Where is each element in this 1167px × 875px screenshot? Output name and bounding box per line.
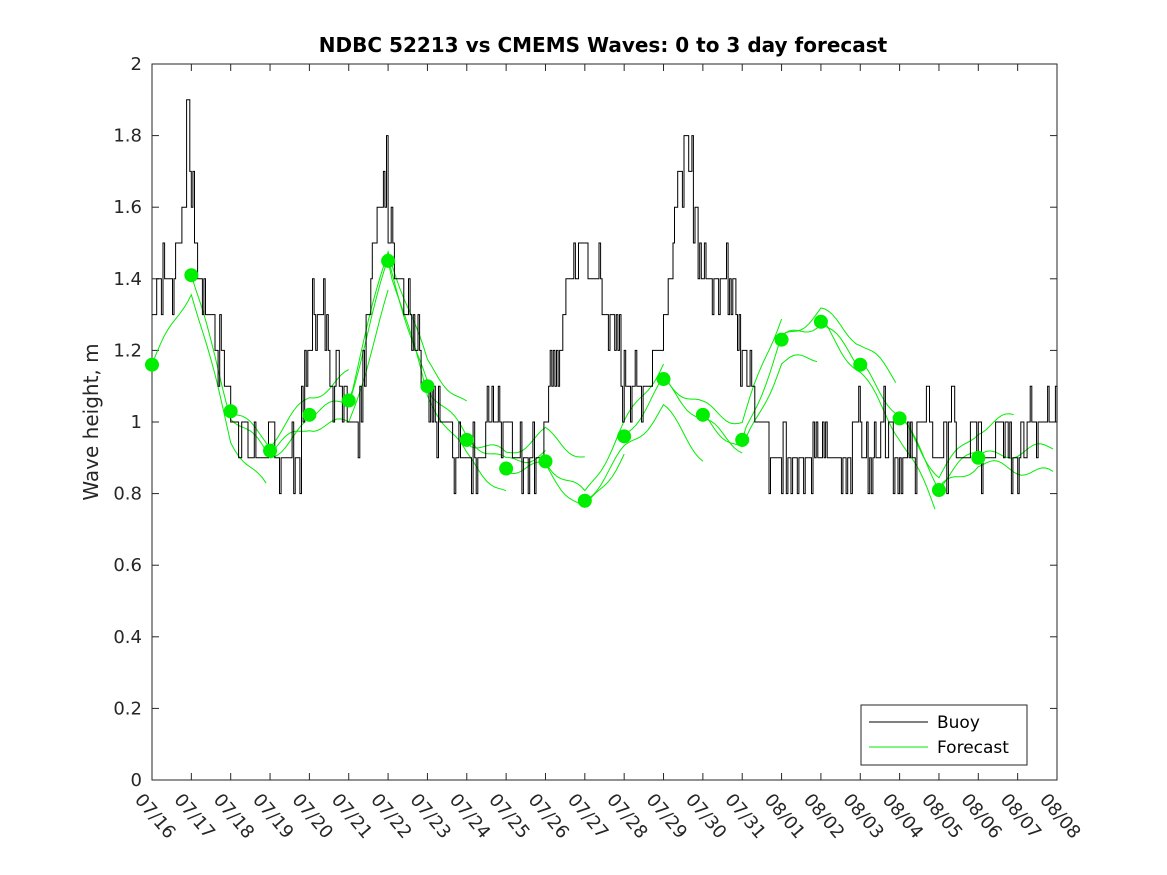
x-tick-label: 07/19 — [248, 790, 297, 843]
y-tick-label: 0.4 — [113, 627, 142, 648]
forecast-start-marker — [341, 393, 356, 408]
y-tick-label: 1 — [131, 412, 142, 433]
x-tick-label: 08/01 — [760, 790, 809, 843]
forecast-line — [623, 375, 743, 454]
forecast-markers — [145, 253, 986, 508]
forecast-start-marker — [381, 253, 396, 268]
forecast-line — [977, 443, 1054, 459]
forecast-start-marker — [184, 268, 199, 283]
forecast-start-marker — [931, 483, 946, 498]
x-tick-label: 08/07 — [996, 790, 1045, 843]
x-tick-label: 07/17 — [170, 790, 219, 843]
forecast-start-marker — [499, 461, 514, 476]
x-tick-label: 07/26 — [524, 790, 573, 843]
y-tick-label: 1.6 — [113, 197, 142, 218]
forecast-line — [151, 293, 267, 484]
forecast-start-marker — [302, 407, 317, 422]
forecast-start-marker — [617, 429, 632, 444]
forecast-start-marker — [577, 493, 592, 508]
y-tick-label: 0 — [131, 770, 142, 791]
x-tick-label: 07/23 — [406, 790, 455, 843]
x-tick-label: 07/24 — [445, 790, 494, 843]
y-tick-label: 1.8 — [113, 126, 142, 147]
forecast-line — [426, 386, 546, 464]
forecast-line — [348, 249, 468, 402]
forecast-series — [151, 249, 1054, 510]
forecast-line — [387, 260, 507, 492]
x-tick-label: 08/02 — [799, 790, 848, 843]
forecast-line — [230, 369, 349, 448]
x-tick-label: 07/20 — [288, 790, 337, 843]
x-tick-label: 07/30 — [681, 790, 730, 843]
forecast-line — [545, 363, 664, 492]
forecast-start-marker — [735, 432, 750, 447]
forecast-line — [584, 403, 704, 502]
forecast-start-marker — [656, 372, 671, 387]
forecast-line — [505, 453, 625, 509]
y-tick-label: 0.2 — [113, 698, 142, 719]
forecast-line — [309, 256, 428, 418]
legend-box — [860, 704, 1028, 766]
forecast-line — [781, 307, 897, 383]
forecast-start-marker — [459, 432, 474, 447]
x-tick-label: 07/28 — [602, 790, 651, 843]
forecast-line — [269, 289, 389, 452]
y-tick-label: 0.8 — [113, 484, 142, 505]
forecast-start-marker — [538, 454, 553, 469]
y-axis-label: Wave height, m — [79, 343, 103, 500]
y-tick-label: 1.4 — [113, 269, 142, 290]
forecast-line — [663, 318, 783, 425]
legend-forecast-label: Forecast — [937, 738, 1009, 758]
y-axis: 0 0.2 0.4 0.6 0.8 1 1.2 1.4 1.6 1.8 2 — [113, 54, 1057, 791]
legend-buoy-label: Buoy — [937, 713, 980, 733]
forecast-start-marker — [971, 450, 986, 465]
forecast-start-marker — [695, 407, 710, 422]
x-tick-label: 07/18 — [209, 790, 258, 843]
forecast-start-marker — [892, 411, 907, 426]
forecast-start-marker — [263, 443, 278, 458]
x-tick-label: 07/29 — [642, 790, 691, 843]
forecast-start-marker — [853, 357, 868, 372]
forecast-start-marker — [223, 404, 238, 419]
forecast-start-marker — [145, 357, 159, 372]
y-tick-label: 2 — [131, 54, 142, 75]
x-tick-label: 07/27 — [563, 790, 612, 843]
y-tick-label: 0.6 — [113, 555, 142, 576]
forecast-start-marker — [420, 379, 435, 394]
x-tick-label: 07/25 — [484, 790, 533, 843]
forecast-start-marker — [774, 332, 789, 347]
forecast-start-marker — [813, 314, 828, 329]
x-tick-label: 08/04 — [878, 790, 927, 843]
x-tick-label: 07/22 — [366, 790, 415, 843]
legend: Buoy Forecast — [860, 704, 1028, 766]
x-tick-label: 07/21 — [327, 790, 376, 843]
y-tick-label: 1.2 — [113, 340, 142, 361]
forecast-line — [466, 426, 585, 458]
buoy-line — [152, 99, 1058, 495]
buoy-series — [152, 99, 1058, 495]
forecast-line — [938, 460, 1054, 491]
chart-title: NDBC 52213 vs CMEMS Waves: 0 to 3 day fo… — [319, 33, 888, 57]
x-tick-label: 07/16 — [130, 790, 179, 843]
x-tick-label: 08/05 — [917, 790, 966, 843]
forecast-line — [820, 321, 936, 510]
x-tick-label: 08/08 — [1035, 790, 1084, 843]
x-tick-label: 08/03 — [838, 790, 887, 843]
x-tick-label: 08/06 — [956, 790, 1005, 843]
forecast-line — [702, 354, 818, 448]
x-tick-label: 07/31 — [720, 790, 769, 843]
